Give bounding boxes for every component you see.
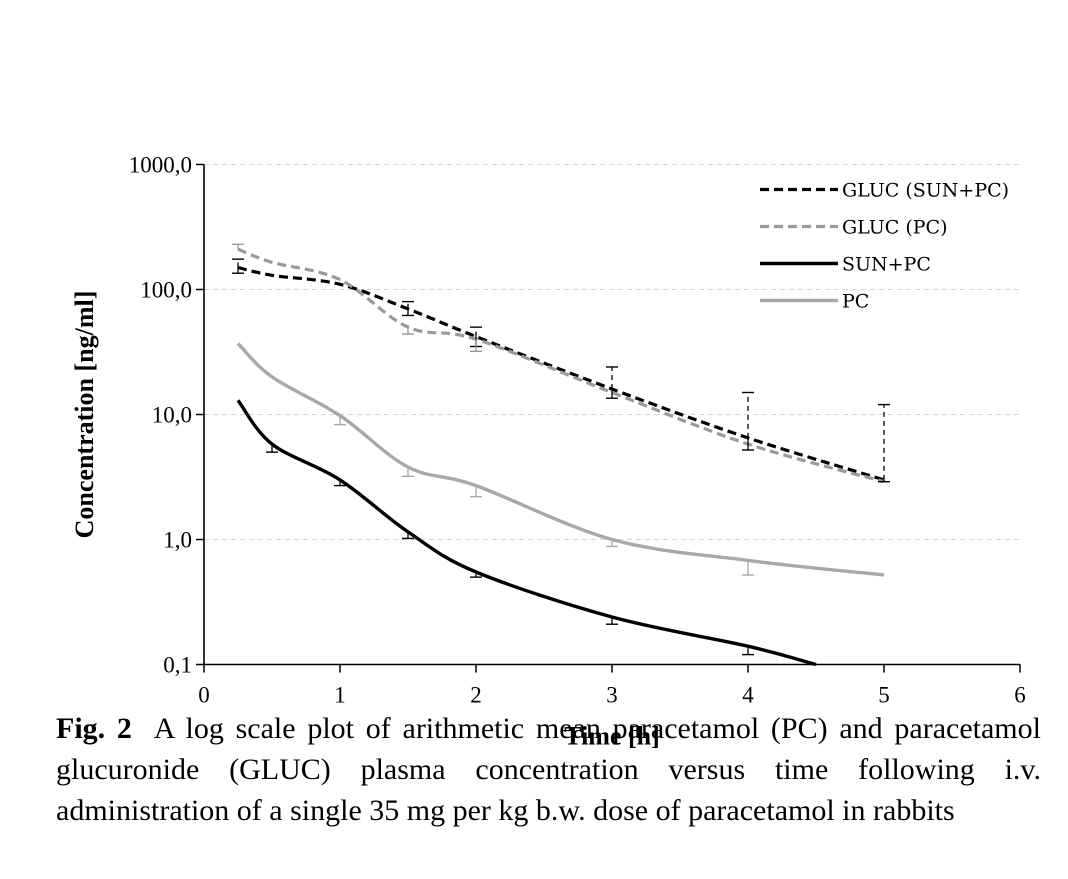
legend-label: PC [842, 291, 869, 313]
x-ticks: 0 1 2 3 4 5 6 [198, 664, 1026, 708]
y-tick-label: 100,0 [140, 278, 192, 303]
x-tick-label: 5 [878, 683, 890, 708]
x-tick-label: 0 [198, 683, 210, 708]
y-tick-label: 0,1 [163, 653, 192, 678]
y-axis-title: Concentration [ng/ml] [70, 291, 99, 539]
series-group [236, 247, 885, 667]
x-tick-label: 6 [1014, 683, 1026, 708]
error-bars [232, 243, 890, 656]
y-tick-label: 1,0 [163, 528, 192, 553]
y-ticks: 0,1 1,0 10,0 100,0 1000,0 [129, 153, 204, 678]
x-tick-label: 4 [742, 683, 754, 708]
y-tick-label: 10,0 [152, 403, 192, 428]
caption-text: A log scale plot of arithmetic mean para… [56, 712, 1041, 827]
x-tick-label: 1 [334, 683, 346, 708]
series-line-4 [236, 342, 885, 577]
x-tick-label: 3 [606, 683, 618, 708]
x-axis-title: Time [h] [564, 722, 660, 751]
legend: GLUC (SUN+PC) GLUC (PC) SUN+PC PC [760, 180, 1009, 313]
y-tick-label: 1000,0 [129, 153, 192, 178]
x-tick-label: 2 [470, 683, 482, 708]
figure-caption: Fig. 2 A log scale plot of arithmetic me… [56, 708, 1041, 831]
legend-label: GLUC (SUN+PC) [842, 180, 1009, 202]
series-line-3 [236, 399, 817, 667]
caption-label: Fig. 2 [56, 712, 132, 745]
legend-label: GLUC (PC) [842, 217, 948, 239]
legend-label: SUN+PC [842, 254, 931, 276]
